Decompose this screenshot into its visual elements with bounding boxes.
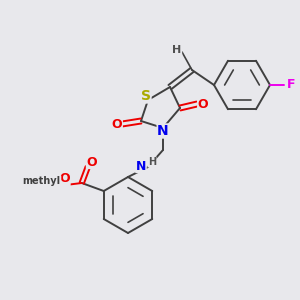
Text: O: O: [198, 98, 208, 110]
Text: N: N: [136, 160, 146, 172]
Text: O: O: [112, 118, 122, 130]
Text: S: S: [141, 89, 151, 103]
Text: F: F: [287, 79, 295, 92]
Text: O: O: [86, 155, 97, 169]
Text: H: H: [172, 45, 182, 55]
Text: O: O: [59, 172, 70, 185]
Text: methyl: methyl: [23, 176, 61, 186]
Text: H: H: [148, 157, 156, 167]
Text: N: N: [157, 124, 169, 138]
